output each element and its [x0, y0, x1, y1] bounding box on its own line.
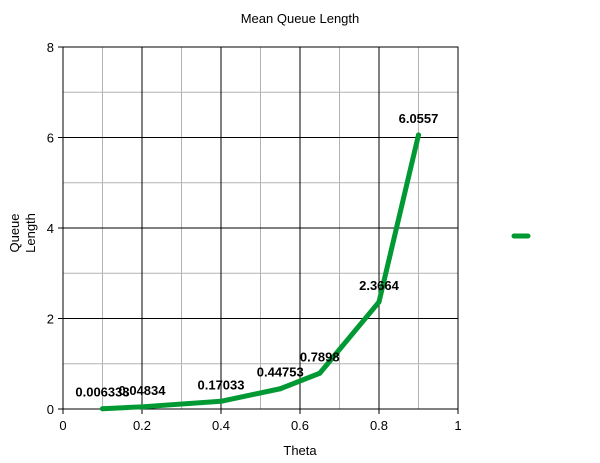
- y-axis-title-line-1: Queue: [7, 213, 22, 252]
- data-label: 0.04834: [119, 383, 167, 398]
- data-point: [376, 299, 382, 305]
- data-point: [139, 404, 145, 410]
- chart-title: Mean Queue Length: [241, 11, 360, 26]
- x-axis-title: Theta: [283, 443, 317, 458]
- y-tick-label: 0: [47, 402, 54, 417]
- x-tick-label: 1: [454, 418, 461, 433]
- data-label: 2.3664: [359, 278, 400, 293]
- data-label: 6.0557: [399, 111, 439, 126]
- data-point: [218, 398, 224, 404]
- x-tick-label: 0.4: [212, 418, 230, 433]
- x-tick-label: 0.6: [291, 418, 309, 433]
- data-point: [416, 132, 421, 138]
- x-tick-label: 0: [59, 418, 66, 433]
- y-axis-title: Queue Length: [7, 213, 38, 253]
- data-point: [277, 386, 283, 392]
- data-point: [317, 370, 323, 376]
- data-label: 0.7898: [300, 349, 340, 364]
- data-label: 0.44753: [257, 365, 304, 380]
- x-tick-label: 0.8: [370, 418, 388, 433]
- y-axis-title-line-2: Length: [23, 213, 38, 253]
- data-point: [100, 406, 105, 412]
- data-label: 0.006333: [75, 385, 129, 400]
- x-tick-label: 0.2: [133, 418, 151, 433]
- y-tick-label: 4: [47, 221, 54, 236]
- x-axis-ticks: 0 0.2 0.4 0.6 0.8 1: [59, 409, 462, 433]
- y-axis-ticks: 0 2 4 6 8: [47, 40, 63, 417]
- grid: [62, 46, 459, 410]
- y-tick-label: 2: [47, 312, 54, 327]
- data-label: 0.17033: [198, 377, 245, 392]
- series-layer: [100, 132, 421, 412]
- y-tick-label: 8: [47, 40, 54, 55]
- y-tick-label: 6: [47, 131, 54, 146]
